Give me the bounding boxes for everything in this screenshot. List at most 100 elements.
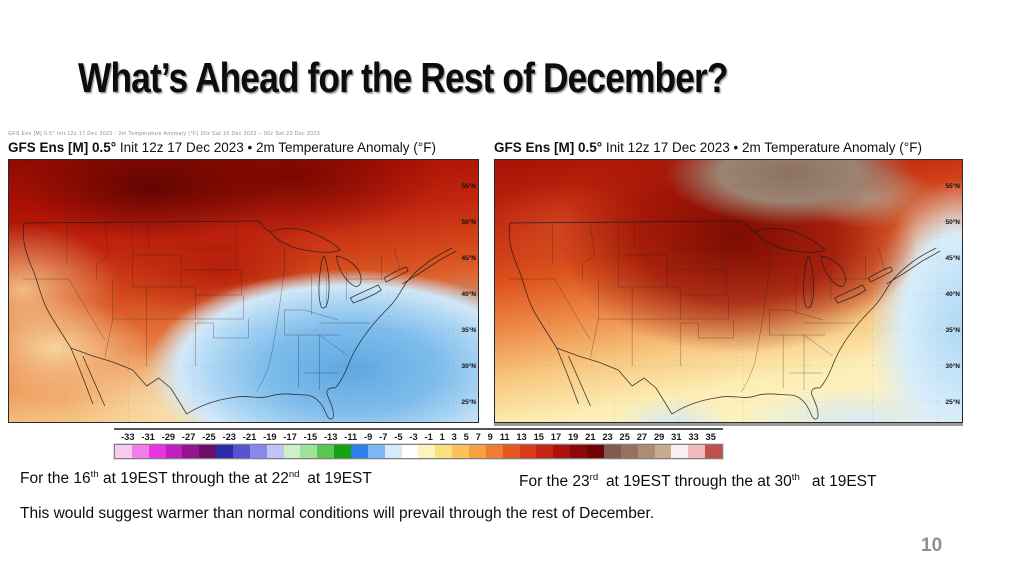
conclusion-text: This would suggest warmer than normal co… xyxy=(20,505,655,522)
colorbar-tick: 19 xyxy=(567,431,579,443)
colorbar-cell xyxy=(519,445,537,458)
colorbar-cell xyxy=(536,445,554,458)
ordinal-suffix: nd xyxy=(288,469,300,480)
colorbar-tick: -27 xyxy=(181,431,196,443)
colorbar-cell xyxy=(502,445,520,458)
colorbar-tick: 11 xyxy=(499,431,510,443)
map-header-left: GFS Ens [M] 0.5° Init 12z 17 Dec 2023 • … xyxy=(8,138,479,159)
colorbar-tick: -29 xyxy=(161,431,176,443)
colorbar-tick: 17 xyxy=(550,431,562,443)
colorbar-cell xyxy=(705,445,722,458)
latitude-label: 30°N xyxy=(461,363,476,370)
colorbar-cell xyxy=(199,445,217,458)
map-panel-dec16-22: GFS Ens [M] 0.5° Init 12z 17 Dec 2023 · … xyxy=(8,130,479,423)
caption-text: at 19EST through the at 30 xyxy=(598,473,792,491)
colorbar-cell xyxy=(131,445,149,458)
colorbar-cell xyxy=(334,445,352,458)
colorbar-tick: 15 xyxy=(533,431,544,443)
colorbar-cell xyxy=(553,445,571,458)
map-boundaries-overlay xyxy=(9,160,478,422)
caption-text: at 19EST xyxy=(299,470,372,488)
colorbar-cell xyxy=(266,445,284,458)
colorbar-cell xyxy=(317,445,335,458)
colorbar-tick: -19 xyxy=(263,431,277,443)
colorbar-cell xyxy=(367,445,385,458)
anomaly-colorbar: -33 -31 -29 -27 -25 -23 -21 -19 -17 -15 -13 -11 -9 -7… xyxy=(113,428,724,460)
map-header-right: GFS Ens [M] 0.5° Init 12z 17 Dec 2023 • … xyxy=(494,138,963,159)
colorbar-tick: 29 xyxy=(653,431,665,443)
colorbar-tick: 33 xyxy=(688,431,699,443)
map-micro-caption: GFS Ens [M] 0.5° Init 12z 17 Dec 2023 · … xyxy=(8,131,321,137)
colorbar-tick: -9 xyxy=(364,431,373,443)
colorbar-tick: -33 xyxy=(121,431,135,443)
ordinal-suffix: rd xyxy=(589,472,599,483)
page-number: 10 xyxy=(921,535,943,556)
colorbar-tick: -21 xyxy=(242,431,257,443)
colorbar-tick: 1 xyxy=(439,431,445,443)
colorbar-cell xyxy=(435,445,453,458)
colorbar-cell xyxy=(249,445,267,458)
caption-left-map: For the 16th at 19EST through the at 22n… xyxy=(20,469,372,488)
latitude-label: 55°N xyxy=(945,183,960,190)
colorbar-swatches xyxy=(113,443,724,460)
colorbar-tick: 25 xyxy=(619,431,630,443)
caption-right-map: For the 23rd at 19EST through the at 30t… xyxy=(519,472,877,491)
latitude-label: 50°N xyxy=(945,219,960,226)
colorbar-tick: 23 xyxy=(602,431,613,443)
latitude-label: 25°N xyxy=(461,399,476,406)
ordinal-suffix: th xyxy=(90,469,99,480)
colorbar-tick: -13 xyxy=(323,431,338,443)
colorbar-cell xyxy=(654,445,672,458)
latitude-label: 40°N xyxy=(461,291,476,298)
colorbar-cell xyxy=(418,445,436,458)
colorbar-cell xyxy=(637,445,655,458)
latitude-label: 35°N xyxy=(461,327,476,334)
latitude-label: 40°N xyxy=(945,291,960,298)
colorbar-tick: 27 xyxy=(636,431,648,443)
colorbar-cell xyxy=(469,445,486,458)
colorbar-cell xyxy=(233,445,250,458)
caption-text: For the 23 xyxy=(519,473,590,491)
colorbar-cell xyxy=(165,445,183,458)
colorbar-tick: 5 xyxy=(463,431,469,443)
ordinal-suffix: th xyxy=(791,472,800,483)
colorbar-cell xyxy=(384,445,402,458)
colorbar-cell xyxy=(351,445,368,458)
colorbar-tick: -1 xyxy=(424,431,433,443)
latitude-label: 45°N xyxy=(461,255,476,262)
map-header-detail: Init 12z 17 Dec 2023 • 2m Temperature An… xyxy=(116,140,436,155)
colorbar-tick: -11 xyxy=(344,431,358,443)
colorbar-cell xyxy=(603,445,621,458)
colorbar-tick: -3 xyxy=(409,431,418,443)
colorbar-top-rule xyxy=(114,428,723,430)
colorbar-cell xyxy=(148,445,166,458)
colorbar-cell xyxy=(300,445,318,458)
colorbar-tick: 9 xyxy=(487,431,493,443)
temperature-anomaly-map-dec23-30: 55°N 50°N 45°N 40°N 35°N 30°N 25°N xyxy=(494,159,963,423)
colorbar-cell xyxy=(620,445,638,458)
map-header-detail: Init 12z 17 Dec 2023 • 2m Temperature An… xyxy=(602,140,922,155)
latitude-label: 50°N xyxy=(461,219,476,226)
map-panel-dec23-30: GFS Ens [M] 0.5° Init 12z 17 Dec 2023 • … xyxy=(494,138,963,426)
colorbar-tick: -17 xyxy=(283,431,297,443)
colorbar-cell xyxy=(401,445,419,458)
colorbar-tick: -31 xyxy=(141,431,155,443)
temperature-anomaly-map-dec16-22: 55°N 50°N 45°N 40°N 35°N 30°N 25°N xyxy=(8,159,479,423)
colorbar-cell xyxy=(283,445,301,458)
caption-text: For the 16 xyxy=(20,470,91,488)
latitude-label: 30°N xyxy=(945,363,960,370)
colorbar-tick: 3 xyxy=(451,431,457,443)
map-model-label: GFS Ens [M] 0.5° xyxy=(8,140,117,155)
colorbar-tick: -25 xyxy=(202,431,216,443)
colorbar-tick: 13 xyxy=(516,431,527,443)
latitude-label: 35°N xyxy=(945,327,960,334)
colorbar-cell xyxy=(570,445,588,458)
colorbar-cell xyxy=(688,445,706,458)
colorbar-tick: 35 xyxy=(705,431,716,443)
caption-text: at 19EST xyxy=(799,473,877,491)
map-boundaries-overlay xyxy=(495,160,962,422)
map-model-label: GFS Ens [M] 0.5° xyxy=(494,140,603,155)
colorbar-cell xyxy=(587,445,604,458)
colorbar-tick-labels: -33 -31 -29 -27 -25 -23 -21 -19 -17 -15 -13 -11 -9 -7… xyxy=(120,430,717,444)
